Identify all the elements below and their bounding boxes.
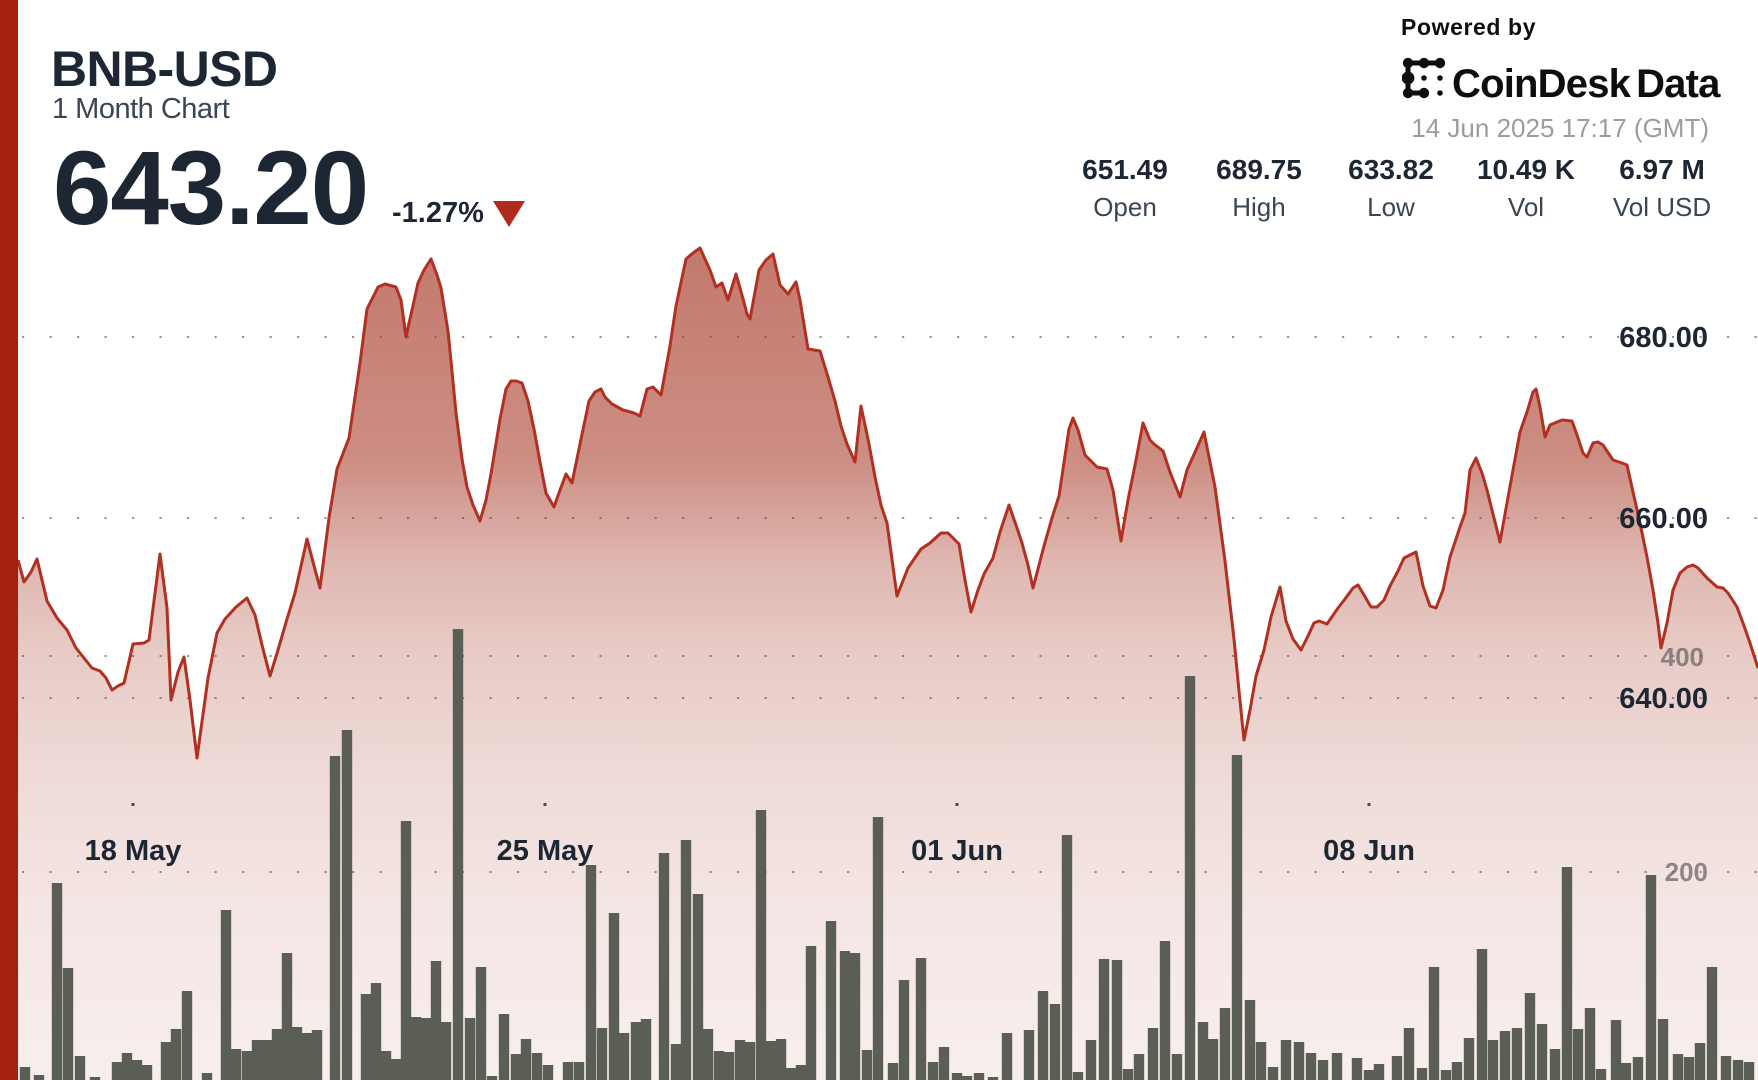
- svg-text:08 Jun: 08 Jun: [1323, 835, 1415, 867]
- svg-text:01 Jun: 01 Jun: [911, 835, 1003, 867]
- svg-text:660.00: 660.00: [1619, 503, 1708, 535]
- svg-text:18 May: 18 May: [85, 835, 182, 867]
- svg-text:200: 200: [1665, 857, 1708, 887]
- svg-text:640.00: 640.00: [1619, 683, 1708, 715]
- svg-text:25 May: 25 May: [497, 835, 594, 867]
- svg-text:400: 400: [1661, 642, 1704, 672]
- svg-text:680.00: 680.00: [1619, 322, 1708, 354]
